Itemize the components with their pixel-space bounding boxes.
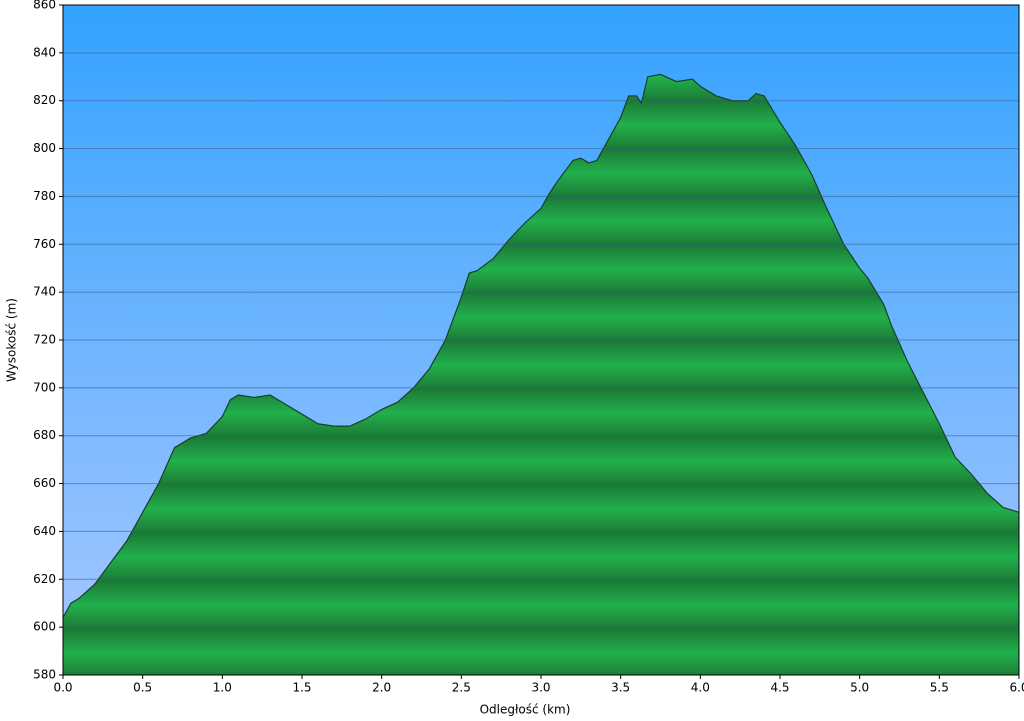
x-tick-label: 0.5 xyxy=(133,681,152,695)
y-tick-label: 740 xyxy=(33,285,56,299)
x-tick-label: 1.0 xyxy=(213,681,232,695)
y-tick-label: 680 xyxy=(33,428,56,442)
y-tick-label: 800 xyxy=(33,141,56,155)
y-tick-label: 700 xyxy=(33,380,56,394)
x-tick-label: 5.0 xyxy=(850,681,869,695)
y-tick-label: 860 xyxy=(33,0,56,12)
y-tick-label: 640 xyxy=(33,524,56,538)
y-tick-label: 840 xyxy=(33,45,56,59)
y-tick-label: 720 xyxy=(33,333,56,347)
area-fill xyxy=(63,74,1019,675)
x-tick-label: 4.5 xyxy=(770,681,789,695)
y-tick-label: 660 xyxy=(33,476,56,490)
y-tick-label: 760 xyxy=(33,237,56,251)
y-tick-label: 780 xyxy=(33,189,56,203)
y-tick-label: 620 xyxy=(33,572,56,586)
plot-frame xyxy=(62,4,1020,676)
x-tick-label: 2.5 xyxy=(452,681,471,695)
x-axis-label: Odległość (km) xyxy=(480,703,571,717)
y-tick-label: 580 xyxy=(33,668,56,682)
y-tick-label: 600 xyxy=(33,620,56,634)
area-outline xyxy=(62,73,1020,618)
x-tick-label: 4.0 xyxy=(691,681,710,695)
y-axis-label: Wysokość (m) xyxy=(5,298,19,382)
x-tick-label: 1.5 xyxy=(292,681,311,695)
x-tick-label: 0.0 xyxy=(53,681,72,695)
x-tick-label: 2.0 xyxy=(372,681,391,695)
x-tick-label: 3.5 xyxy=(611,681,630,695)
x-tick-label: 6.0 xyxy=(1009,681,1024,695)
y-tick-label: 820 xyxy=(33,93,56,107)
x-tick-label: 3.0 xyxy=(531,681,550,695)
x-tick-label: 5.5 xyxy=(930,681,949,695)
